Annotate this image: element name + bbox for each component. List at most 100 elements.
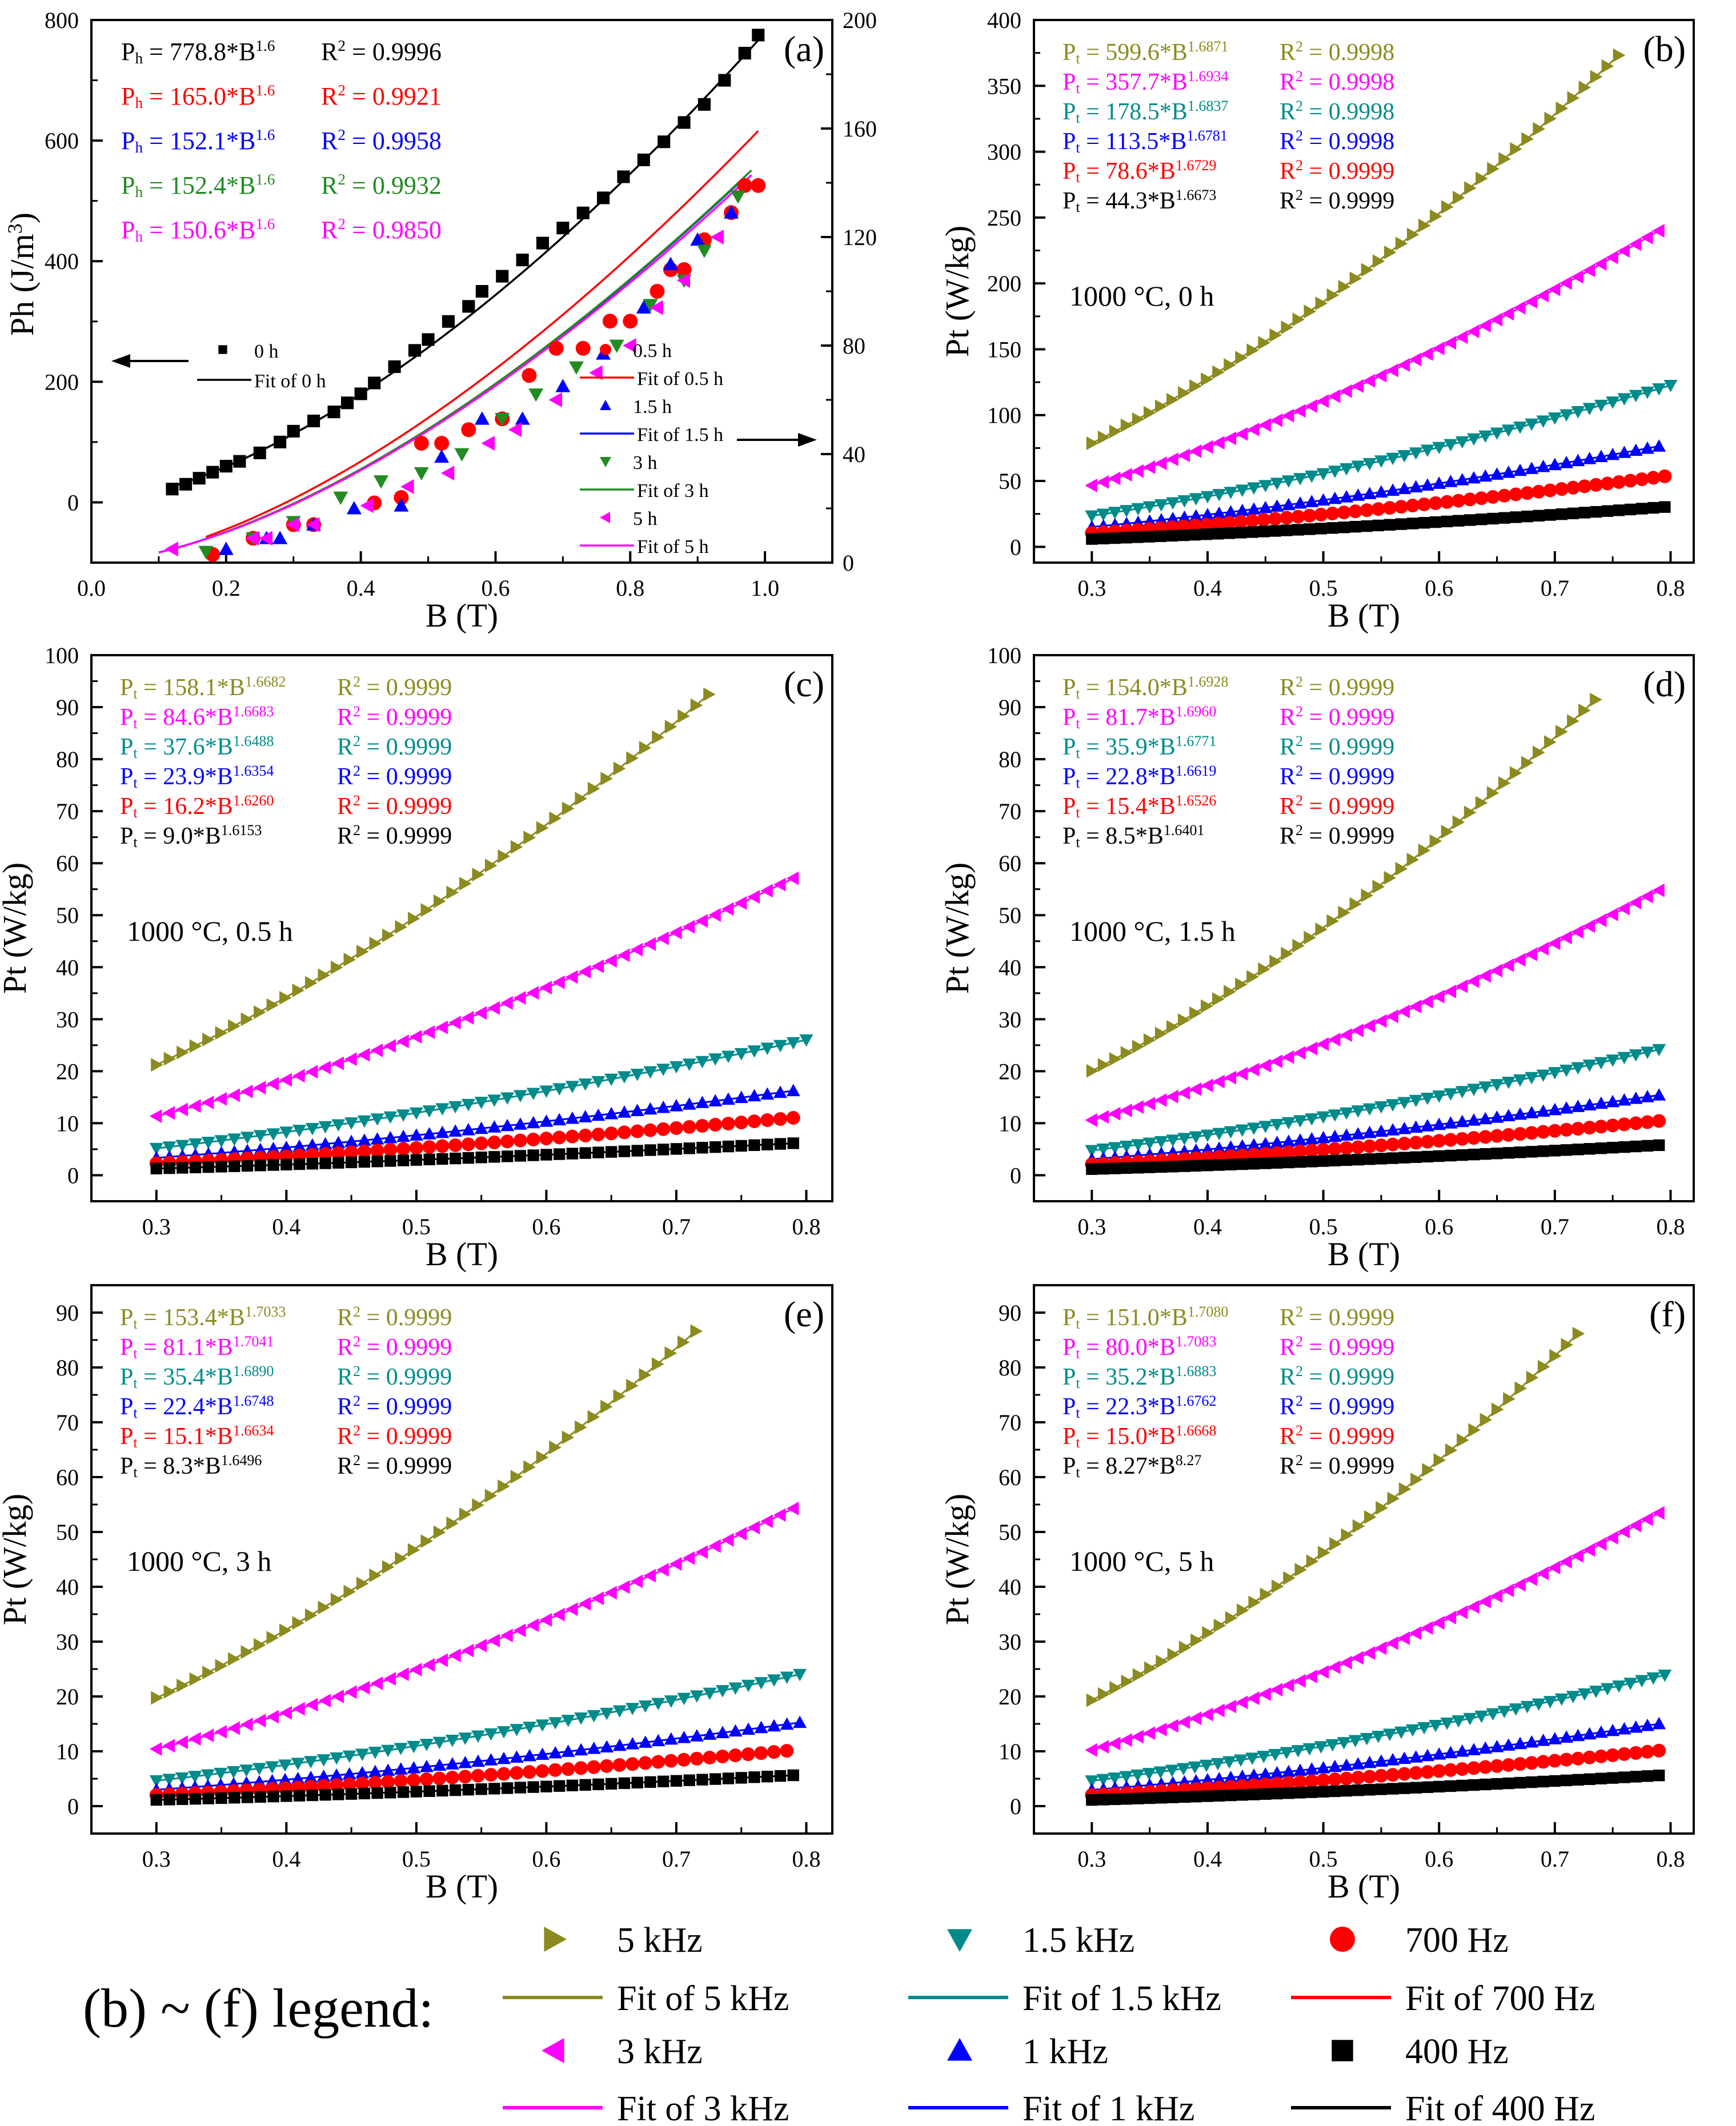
data-point bbox=[1452, 1715, 1466, 1728]
data-point bbox=[786, 1110, 800, 1125]
legend-label: Fit of 0 h bbox=[254, 371, 326, 392]
data-point bbox=[639, 1368, 652, 1382]
data-point bbox=[1590, 506, 1602, 518]
data-point bbox=[651, 1755, 665, 1769]
data-point bbox=[1316, 1130, 1330, 1144]
fit-equation: Pt = 113.5*B1.6781 bbox=[1063, 127, 1228, 156]
data-point bbox=[561, 1744, 575, 1757]
data-point bbox=[591, 1591, 604, 1606]
fit-r-squared-part: 2 bbox=[353, 792, 360, 809]
data-point bbox=[1432, 1090, 1446, 1103]
fit-equation-part: t bbox=[1076, 715, 1080, 732]
fit-equation: Pt = 81.1*B1.7041 bbox=[120, 1333, 274, 1362]
fit-equation-part: P bbox=[120, 793, 133, 820]
data-point bbox=[219, 460, 232, 473]
data-point bbox=[163, 1684, 177, 1699]
data-point bbox=[1386, 1099, 1400, 1112]
data-point bbox=[708, 1539, 721, 1553]
y-tick-label: 50 bbox=[999, 468, 1021, 494]
data-point bbox=[1305, 1774, 1319, 1788]
data-point bbox=[1224, 358, 1236, 372]
data-point bbox=[1582, 1750, 1597, 1764]
data-point bbox=[1258, 1121, 1273, 1133]
data-point bbox=[395, 1551, 407, 1566]
data-point bbox=[1525, 1735, 1539, 1748]
data-point bbox=[535, 1747, 550, 1760]
data-point bbox=[253, 446, 266, 459]
fit-equation: Pt = 151.0*B1.7080 bbox=[1063, 1303, 1228, 1332]
data-point bbox=[1455, 1114, 1469, 1128]
data-point bbox=[175, 1772, 189, 1785]
data-point bbox=[1559, 409, 1574, 422]
data-point bbox=[760, 884, 773, 898]
data-point bbox=[1578, 703, 1591, 717]
data-point bbox=[1340, 1758, 1354, 1771]
fit-equation-part: P bbox=[1063, 793, 1076, 820]
data-point bbox=[1245, 1752, 1260, 1765]
data-point bbox=[1224, 431, 1237, 446]
data-point bbox=[1595, 1142, 1607, 1154]
y-tick-label: 80 bbox=[999, 747, 1021, 772]
arrow-left-icon-head bbox=[111, 354, 130, 368]
data-point bbox=[1337, 1737, 1351, 1750]
x-tick-label: 0.6 bbox=[1425, 575, 1453, 601]
data-point bbox=[1480, 1778, 1492, 1791]
data-point bbox=[253, 1714, 266, 1728]
y-axis-label: Pt (W/kg) bbox=[0, 863, 33, 994]
data-point bbox=[696, 244, 712, 258]
data-point bbox=[695, 1056, 709, 1069]
data-point bbox=[474, 1097, 488, 1109]
data-point bbox=[1166, 452, 1178, 467]
data-point bbox=[1085, 1113, 1097, 1127]
fit-equation: Pt = 153.4*B1.7033 bbox=[120, 1303, 286, 1332]
data-point bbox=[690, 232, 705, 246]
fit-equation-part: t bbox=[1076, 1345, 1080, 1362]
data-point bbox=[149, 1109, 162, 1124]
data-point bbox=[1382, 501, 1397, 515]
data-point bbox=[1281, 498, 1296, 511]
data-point bbox=[741, 1747, 755, 1762]
data-point bbox=[414, 467, 429, 481]
data-point bbox=[1409, 1094, 1423, 1108]
fit-r-squared-part: 2 bbox=[1296, 733, 1303, 749]
data-point bbox=[1375, 1153, 1388, 1165]
data-point bbox=[1351, 1771, 1365, 1785]
fit-line bbox=[158, 174, 752, 554]
panel-label: (f) bbox=[1649, 1294, 1686, 1334]
data-point bbox=[708, 1094, 723, 1107]
data-point bbox=[1623, 474, 1638, 488]
data-point bbox=[1224, 985, 1236, 999]
fit-r-squared: R2 = 0.9999 bbox=[337, 1393, 452, 1420]
x-axis-label: B (T) bbox=[426, 597, 498, 634]
data-point bbox=[1417, 497, 1432, 511]
data-point bbox=[1305, 1113, 1319, 1126]
data-point bbox=[1572, 1774, 1584, 1786]
legend-marker bbox=[600, 344, 611, 355]
fit-equation-part: P bbox=[1063, 823, 1076, 849]
data-point bbox=[1121, 1674, 1134, 1688]
fit-r-squared-part: = 0.9999 bbox=[360, 1453, 452, 1479]
legend-label: 3 kHz bbox=[617, 2032, 703, 2071]
data-point bbox=[475, 284, 488, 298]
data-point bbox=[1589, 1686, 1603, 1698]
data-point bbox=[1617, 1052, 1631, 1065]
y-tick-label: 0 bbox=[67, 1794, 79, 1819]
data-point bbox=[721, 902, 734, 916]
data-point bbox=[461, 1010, 474, 1025]
legend-marker bbox=[947, 2038, 972, 2061]
x-tick-label: 0.4 bbox=[272, 1214, 300, 1240]
data-point bbox=[1525, 1126, 1539, 1140]
data-point bbox=[1520, 1700, 1534, 1714]
fit-r-squared-part: 2 bbox=[338, 37, 346, 54]
data-point bbox=[1652, 439, 1666, 452]
data-point bbox=[1120, 418, 1133, 432]
data-point bbox=[1306, 1554, 1319, 1569]
data-point bbox=[422, 1127, 436, 1140]
data-point bbox=[1305, 495, 1319, 507]
data-point bbox=[1547, 1754, 1562, 1768]
data-point bbox=[1501, 1128, 1516, 1142]
data-point bbox=[501, 1782, 514, 1794]
fit-equation: Pt = 80.0*B1.7083 bbox=[1063, 1333, 1216, 1362]
data-point bbox=[652, 730, 664, 744]
data-point bbox=[331, 1689, 344, 1703]
